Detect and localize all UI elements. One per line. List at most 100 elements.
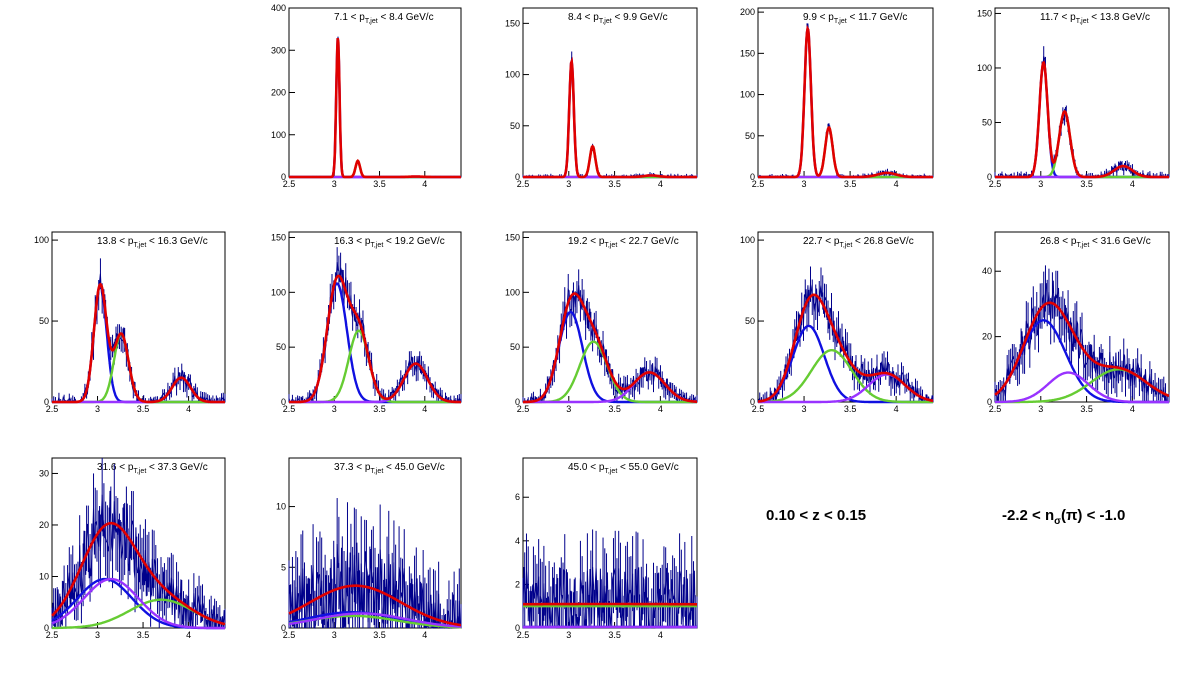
x-tick-label: 3 <box>332 630 337 640</box>
x-tick-label: 3 <box>802 179 807 189</box>
pion-fit-curve <box>523 56 697 179</box>
panel-5: 2.5 3 3.5 4 0 50 100 13.8 < pT,jet < 16.3 GeV/c <box>34 231 226 414</box>
y-tick-label: 6 <box>515 492 520 502</box>
x-tick-label: 4 <box>186 630 191 640</box>
y-tick-label: 100 <box>740 235 755 245</box>
y-tick-label: 100 <box>740 90 755 100</box>
data-histogram <box>288 542 462 629</box>
y-tick-label: 5 <box>281 562 286 572</box>
total-fit-curve <box>758 24 933 179</box>
x-tick-label: 3.5 <box>608 404 621 414</box>
y-tick-label: 150 <box>505 232 520 242</box>
x-tick-label: 4 <box>894 179 899 189</box>
x-tick-label: 3 <box>802 404 807 414</box>
y-tick-label: 40 <box>982 266 992 276</box>
x-tick-label: 3.5 <box>1080 179 1093 189</box>
panel-11: 2.5 3 3.5 4 0 5 10 37.3 < pT,jet < 45.0 GeV/c <box>276 457 462 640</box>
x-tick-label: 3 <box>95 630 100 640</box>
panel-title: 19.2 < pT,jet < 22.7 GeV/c <box>568 236 679 249</box>
data-histogram <box>522 57 698 179</box>
kaon-fit-curve <box>523 144 697 179</box>
y-tick-label: 0 <box>281 623 286 633</box>
y-tick-label: 0 <box>987 397 992 407</box>
y-tick-label: 50 <box>39 316 49 326</box>
x-tick-label: 4 <box>186 404 191 414</box>
y-tick-label: 0 <box>515 397 520 407</box>
y-tick-label: 0 <box>515 172 520 182</box>
x-tick-label: 2.5 <box>283 630 296 640</box>
nsigma-label-prefix: -2.2 < n <box>1002 507 1055 524</box>
y-tick-label: 10 <box>276 502 286 512</box>
kaon-fit-curve <box>758 126 933 179</box>
y-tick-label: 150 <box>271 232 286 242</box>
panel-title: 13.8 < pT,jet < 16.3 GeV/c <box>97 236 208 249</box>
y-tick-label: 4 <box>515 536 520 546</box>
x-tick-label: 4 <box>894 404 899 414</box>
x-tick-label: 4 <box>1130 179 1135 189</box>
x-tick-label: 2.5 <box>517 630 530 640</box>
x-tick-label: 3 <box>566 404 571 414</box>
y-tick-label: 0 <box>44 623 49 633</box>
y-tick-label: 300 <box>271 45 286 55</box>
x-tick-label: 3.5 <box>608 179 621 189</box>
x-tick-label: 3 <box>1038 404 1043 414</box>
panel-title: 11.7 < pT,jet < 13.8 GeV/c <box>1040 12 1150 25</box>
pion-fit-curve <box>289 38 461 179</box>
x-tick-label: 4 <box>422 404 427 414</box>
data-histogram <box>289 36 462 178</box>
y-tick-label: 20 <box>982 332 992 342</box>
x-tick-label: 3.5 <box>137 404 150 414</box>
panel-title: 45.0 < pT,jet < 55.0 GeV/c <box>568 462 679 475</box>
y-tick-label: 50 <box>276 342 286 352</box>
error-bars <box>994 46 1170 177</box>
plot-frame <box>994 7 1170 178</box>
proton-fit-curve <box>289 612 461 628</box>
data-histogram <box>994 56 1170 179</box>
data-histogram <box>758 23 933 179</box>
y-tick-label: 100 <box>271 287 286 297</box>
total-fit-curve <box>52 282 225 404</box>
y-tick-label: 0 <box>281 172 286 182</box>
y-tick-label: 10 <box>39 571 49 581</box>
total-fit-curve <box>758 293 934 403</box>
pion-fit-curve <box>758 25 933 179</box>
y-tick-label: 0 <box>281 397 286 407</box>
pion-fit-curve <box>52 284 225 404</box>
panel-6: 2.5 3 3.5 4 0 50 100 150 16.3 < pT,jet < 19.2 Ge… <box>271 231 462 414</box>
panel-title: 31.6 < pT,jet < 37.3 GeV/c <box>97 462 208 475</box>
total-fit-curve <box>994 301 1170 398</box>
x-tick-label: 3.5 <box>1080 404 1093 414</box>
error-bars <box>51 258 226 402</box>
z-range-label: 0.10 < z < 0.15 <box>766 507 867 524</box>
total-fit-curve <box>51 521 226 626</box>
y-tick-label: 50 <box>510 342 520 352</box>
kaon-fit-curve <box>995 110 1169 179</box>
x-tick-label: 3 <box>332 179 337 189</box>
x-tick-label: 2.5 <box>517 404 530 414</box>
total-fit-curve <box>523 292 697 404</box>
x-tick-label: 4 <box>1130 404 1135 414</box>
panel-7: 2.5 3 3.5 4 0 50 100 150 19.2 < pT,jet < 22.7 Ge… <box>505 231 698 414</box>
y-tick-label: 200 <box>271 88 286 98</box>
plot-frame <box>757 7 934 178</box>
x-tick-label: 3 <box>332 404 337 414</box>
y-tick-label: 50 <box>745 131 755 141</box>
proton-fit-curve <box>995 371 1169 404</box>
panel-10: 2.5 3 3.5 4 0 10 20 30 31.6 < pT,jet < 37.3 GeV/… <box>39 457 226 640</box>
y-tick-label: 50 <box>510 121 520 131</box>
panel-2: 2.5 3 3.5 4 0 50 100 150 8.4 < pT,jet < 9.9 GeV/… <box>505 7 698 189</box>
plot-frame <box>994 231 1170 403</box>
kaon-fit-curve <box>758 349 933 404</box>
y-tick-label: 100 <box>977 63 992 73</box>
plot-frame <box>757 231 934 403</box>
panel-title: 26.8 < pT,jet < 31.6 GeV/c <box>1040 236 1151 249</box>
x-tick-label: 3.5 <box>844 179 857 189</box>
pion-fit-curve <box>995 60 1169 179</box>
x-tick-label: 2.5 <box>517 179 530 189</box>
proton-fit-curve <box>51 577 225 630</box>
x-tick-label: 3 <box>566 179 571 189</box>
x-tick-label: 2.5 <box>46 630 59 640</box>
y-tick-label: 0 <box>987 172 992 182</box>
x-tick-label: 4 <box>422 630 427 640</box>
x-tick-label: 2.5 <box>752 404 765 414</box>
